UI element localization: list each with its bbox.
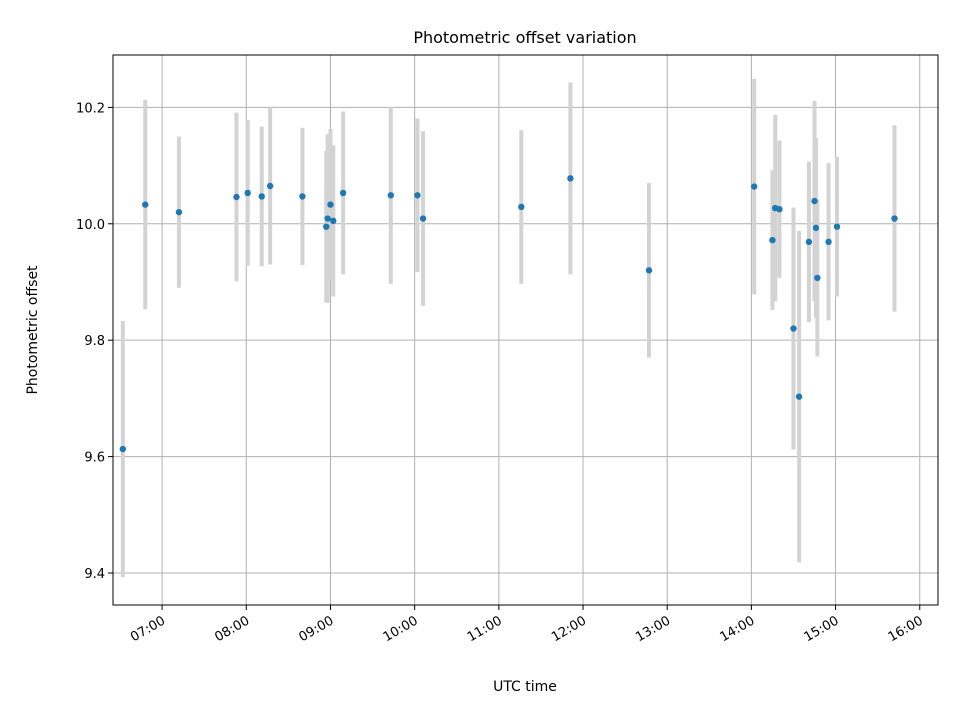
- data-point: [750, 183, 758, 190]
- plot-frame: [112, 54, 939, 606]
- data-point: [119, 445, 127, 453]
- data-point: [567, 175, 574, 182]
- data-point: [323, 223, 330, 230]
- data-point: [645, 267, 653, 274]
- data-point: [142, 201, 149, 208]
- y-axis-label: Photometric offset: [25, 265, 41, 395]
- data-point: [812, 224, 820, 232]
- data-point: [266, 182, 274, 190]
- y-tick-label: 9.6: [84, 451, 105, 466]
- data-point: [233, 193, 240, 201]
- chart-title: Photometric offset variation: [413, 28, 636, 47]
- data-point: [175, 208, 183, 216]
- x-tick-label: 12:00: [549, 613, 589, 645]
- data-point: [811, 197, 818, 205]
- data-point: [790, 325, 797, 332]
- x-tick-label: 13:00: [633, 613, 673, 645]
- data-point: [825, 238, 832, 246]
- y-tick-label: 10.2: [76, 101, 105, 116]
- data-point: [776, 206, 783, 213]
- x-tick-label: 15:00: [802, 613, 842, 645]
- data-point: [419, 215, 427, 222]
- x-tick-label: 16:00: [886, 613, 926, 645]
- data-point: [339, 189, 347, 197]
- x-tick-label: 08:00: [212, 613, 252, 645]
- data-point: [814, 274, 821, 282]
- data-point: [518, 203, 525, 211]
- x-axis-ticks: 07:00 08:00 09:00 10:00 11:00 12:00 13:00 14:00…: [128, 605, 926, 645]
- data-point: [299, 193, 306, 200]
- data-point: [327, 201, 334, 208]
- y-axis-ticks: 9.4 9.6 9.8 10.0 10.2: [76, 101, 113, 582]
- data-point: [387, 192, 395, 199]
- data-point: [330, 217, 337, 225]
- data-point: [795, 393, 803, 400]
- data-point: [324, 215, 331, 222]
- y-tick-label: 9.4: [84, 567, 105, 582]
- data-point: [258, 193, 265, 200]
- y-tick-label: 9.8: [84, 334, 105, 349]
- data-point: [891, 215, 898, 222]
- x-tick-label: 14:00: [717, 613, 757, 645]
- data-points: [119, 175, 898, 453]
- data-point: [805, 238, 813, 246]
- x-tick-label: 11:00: [465, 613, 505, 645]
- x-axis-label: UTC time: [493, 679, 557, 695]
- data-point: [833, 223, 841, 230]
- data-point: [769, 236, 776, 244]
- x-tick-label: 10:00: [381, 613, 421, 645]
- data-point: [414, 192, 421, 199]
- data-point: [244, 189, 251, 197]
- x-tick-label: 07:00: [128, 613, 168, 645]
- y-tick-label: 10.0: [76, 218, 105, 233]
- x-tick-label: 09:00: [297, 613, 337, 645]
